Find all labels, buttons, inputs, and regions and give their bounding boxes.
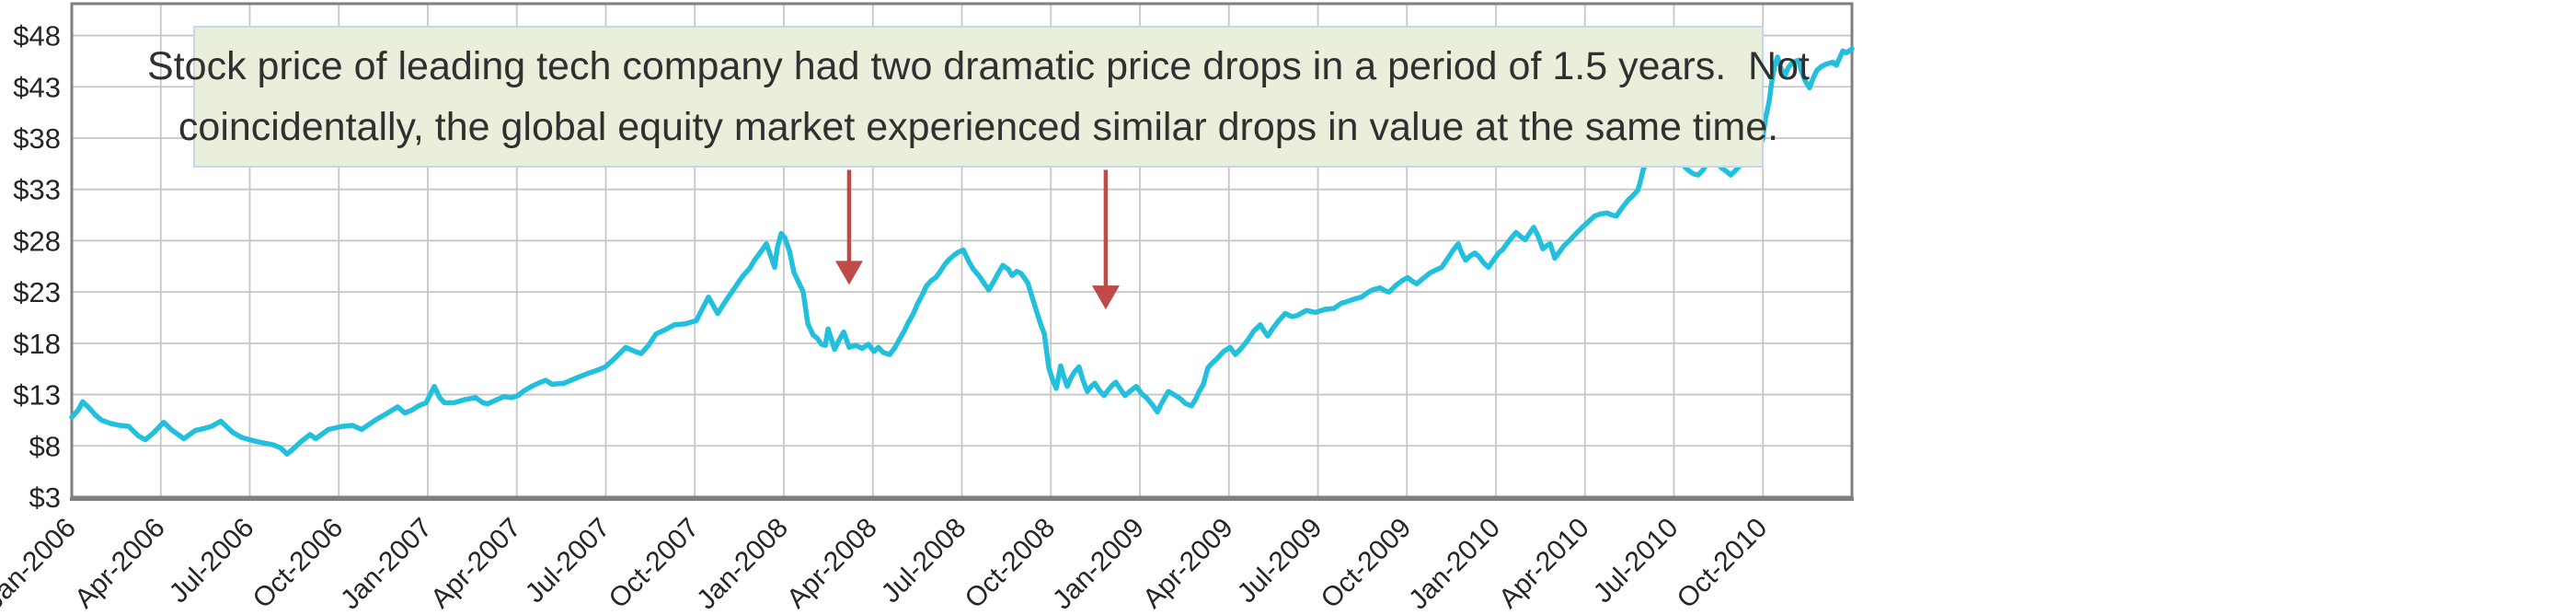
x-tick-label: Apr-2008 bbox=[781, 513, 883, 615]
drop-arrow-head bbox=[834, 261, 863, 285]
annotation-box: Stock price of leading tech company had … bbox=[147, 26, 1810, 168]
x-tick-label: Oct-2008 bbox=[960, 513, 1062, 615]
y-tick-label: $38 bbox=[13, 122, 61, 155]
y-tick-label: $3 bbox=[29, 482, 61, 514]
x-tick-label: Jan-2009 bbox=[1047, 513, 1150, 615]
y-tick-label: $13 bbox=[13, 379, 61, 412]
y-tick-label: $48 bbox=[13, 20, 61, 52]
x-tick-label: Jul-2009 bbox=[1232, 513, 1328, 609]
x-tick-label: Jul-2008 bbox=[876, 513, 972, 609]
annotation-line-2: coincidentally, the global equity market… bbox=[178, 105, 1779, 149]
y-tick-label: $23 bbox=[13, 276, 61, 308]
x-tick-label: Apr-2006 bbox=[69, 513, 171, 615]
x-tick-label: Oct-2006 bbox=[247, 513, 350, 615]
x-tick-label: Apr-2007 bbox=[425, 513, 527, 615]
drop-arrow-head bbox=[1091, 285, 1120, 310]
x-tick-label: Jul-2006 bbox=[164, 513, 260, 609]
x-tick-label: Oct-2010 bbox=[1672, 513, 1774, 615]
x-tick-label: Jan-2006 bbox=[0, 513, 82, 615]
y-tick-label: $28 bbox=[13, 225, 61, 257]
x-tick-label: Apr-2009 bbox=[1137, 513, 1239, 615]
x-tick-label: Jul-2007 bbox=[520, 513, 616, 609]
y-tick-label: $8 bbox=[29, 430, 61, 462]
y-tick-label: $33 bbox=[13, 174, 61, 206]
annotation-line-1: Stock price of leading tech company had … bbox=[147, 44, 1810, 88]
y-tick-label: $18 bbox=[13, 328, 61, 360]
x-tick-label: Oct-2007 bbox=[604, 513, 706, 615]
y-tick-label: $43 bbox=[13, 71, 61, 103]
x-tick-label: Jan-2010 bbox=[1403, 513, 1506, 615]
x-tick-label: Jan-2008 bbox=[691, 513, 794, 615]
x-tick-label: Oct-2009 bbox=[1316, 513, 1418, 615]
x-tick-label: Apr-2010 bbox=[1493, 513, 1595, 615]
x-tick-label: Jul-2010 bbox=[1588, 513, 1685, 609]
x-tick-label: Jan-2007 bbox=[335, 513, 438, 615]
